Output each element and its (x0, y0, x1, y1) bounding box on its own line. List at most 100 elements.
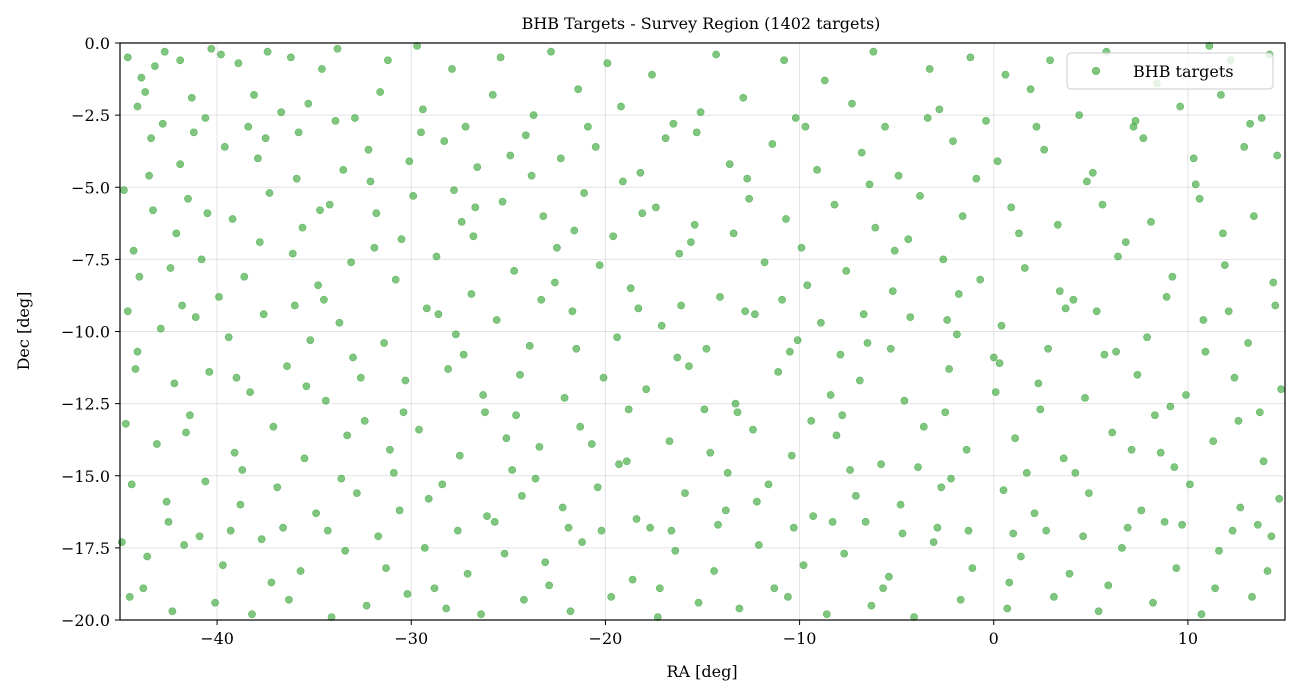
data-point (1030, 509, 1039, 518)
data-point (681, 489, 689, 497)
data-point (690, 220, 699, 229)
data-point (564, 523, 573, 532)
data-point (956, 595, 965, 604)
data-point (710, 567, 718, 575)
data-point (335, 318, 344, 327)
data-point (1007, 203, 1016, 212)
data-point (910, 613, 918, 621)
data-point (1215, 546, 1223, 555)
data-point (279, 523, 287, 532)
data-point (714, 520, 722, 529)
data-point (1112, 347, 1120, 356)
data-point (294, 128, 303, 137)
data-point (492, 316, 501, 324)
data-point (120, 186, 128, 194)
data-point (673, 353, 682, 362)
x-axis-label: RA [deg] (666, 662, 737, 681)
data-point (145, 171, 153, 180)
y-tick-label: −20.0 (61, 611, 110, 630)
data-point (156, 324, 165, 333)
data-point (498, 197, 507, 206)
data-point (1234, 416, 1243, 425)
data-point (261, 134, 270, 143)
data-point (121, 419, 130, 428)
data-point (1151, 411, 1159, 420)
data-point (300, 454, 309, 463)
data-point (852, 491, 860, 500)
data-point (244, 122, 253, 131)
y-tick-label: −10.0 (61, 323, 110, 342)
data-point (232, 373, 241, 382)
data-point (1131, 117, 1140, 125)
data-point (1253, 520, 1262, 529)
data-point (333, 44, 342, 53)
data-point (391, 275, 400, 284)
data-point (636, 168, 645, 177)
data-point (1079, 532, 1087, 541)
data-point (1108, 428, 1117, 437)
data-point (1211, 584, 1219, 593)
data-point (1149, 598, 1157, 607)
data-point (164, 518, 173, 526)
data-point (147, 134, 155, 143)
data-point (1036, 405, 1045, 414)
data-point (838, 411, 847, 420)
data-point (964, 526, 973, 535)
data-point (290, 301, 299, 310)
data-point (236, 500, 245, 509)
data-point (123, 307, 132, 316)
data-point (150, 62, 159, 70)
data-point (185, 411, 194, 420)
data-point (613, 333, 621, 342)
data-point (1271, 301, 1280, 310)
data-point (801, 122, 810, 131)
data-point (158, 119, 167, 128)
data-point (953, 330, 961, 339)
data-point (133, 102, 142, 111)
data-point (1255, 408, 1264, 417)
data-point (337, 474, 346, 483)
data-point (1244, 339, 1252, 347)
data-point (1127, 445, 1136, 454)
data-point (863, 339, 872, 347)
data-point (265, 189, 274, 197)
data-point (1094, 607, 1103, 616)
data-point (923, 114, 932, 122)
data-point (570, 226, 579, 235)
data-point (453, 526, 462, 535)
data-point (603, 59, 612, 68)
data-point (817, 318, 825, 327)
data-point (685, 362, 693, 370)
data-point (220, 142, 229, 151)
data-point (448, 65, 456, 73)
data-point (848, 99, 856, 108)
data-point (162, 497, 171, 506)
data-point (211, 598, 219, 607)
data-point (871, 223, 880, 232)
data-point (343, 431, 352, 440)
data-point (741, 307, 750, 316)
data-point (828, 518, 837, 526)
data-point (929, 538, 938, 546)
data-point (949, 137, 957, 145)
data-point (1186, 480, 1194, 489)
data-point (160, 47, 169, 56)
data-point (197, 255, 206, 264)
data-point (609, 232, 618, 241)
data-point (1236, 503, 1245, 512)
data-point (1259, 457, 1268, 466)
data-point (791, 114, 800, 122)
data-point (626, 284, 635, 293)
data-point (634, 304, 643, 313)
data-point (653, 613, 662, 621)
data-point (286, 53, 295, 62)
data-point (444, 365, 452, 373)
data-point (1156, 448, 1165, 457)
data-point (1123, 523, 1132, 532)
data-point (490, 518, 499, 526)
data-point (248, 610, 256, 619)
data-point (733, 408, 742, 417)
data-point (479, 391, 487, 399)
data-point (826, 391, 835, 399)
data-point (1147, 217, 1155, 226)
